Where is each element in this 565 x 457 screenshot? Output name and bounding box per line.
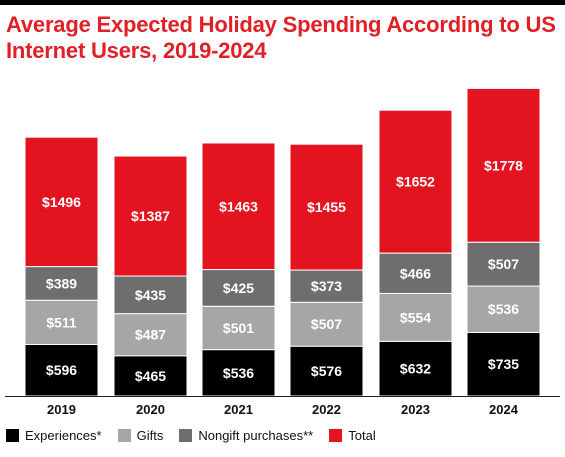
legend-swatch-gifts xyxy=(117,429,131,442)
x-tick-label-2021: 2021 xyxy=(224,402,253,417)
bar-segment-gifts-2023 xyxy=(378,292,453,342)
legend-label-experiences: Experiences* xyxy=(25,428,102,443)
legend-item-experiences: Experiences* xyxy=(6,428,102,443)
legend: Experiences* Gifts Nongift purchases** T… xyxy=(6,428,392,443)
legend-swatch-experiences xyxy=(6,429,19,442)
legend-swatch-total xyxy=(329,429,343,442)
bar-segment-gifts-2024 xyxy=(466,285,541,333)
data-label-total-2022: $1455 xyxy=(307,199,346,215)
bar-segment-experiences-2024 xyxy=(466,331,541,397)
x-tick-label-2020: 2020 xyxy=(136,402,165,417)
data-label-total-2023: $1652 xyxy=(396,174,435,190)
bar-segment-nongift-2023 xyxy=(378,252,453,294)
data-label-nongift-2024: $507 xyxy=(488,256,519,272)
bar-segment-total-2022 xyxy=(289,143,364,271)
bar-segment-total-2023 xyxy=(378,109,453,254)
bar-segment-total-2019 xyxy=(24,136,99,268)
data-label-nongift-2020: $435 xyxy=(135,287,166,303)
data-label-experiences-2022: $576 xyxy=(311,363,342,379)
bar-segment-experiences-2023 xyxy=(378,340,453,397)
legend-label-nongift: Nongift purchases** xyxy=(198,428,314,443)
bar-segment-nongift-2021 xyxy=(201,269,276,307)
data-label-nongift-2021: $425 xyxy=(223,280,254,296)
x-tick-label-2024: 2024 xyxy=(489,402,519,417)
data-label-nongift-2022: $373 xyxy=(311,278,342,294)
data-label-experiences-2020: $465 xyxy=(135,368,166,384)
data-label-gifts-2023: $554 xyxy=(400,309,431,325)
data-label-gifts-2022: $507 xyxy=(311,316,342,332)
bar-segment-nongift-2019 xyxy=(24,266,99,301)
bar-segment-gifts-2021 xyxy=(201,305,276,351)
bar-segment-experiences-2022 xyxy=(289,345,364,397)
bar-segment-total-2021 xyxy=(201,142,276,271)
data-label-total-2020: $1387 xyxy=(131,208,170,224)
x-tick-label-2019: 2019 xyxy=(47,402,76,417)
bar-segment-nongift-2020 xyxy=(113,275,188,315)
legend-label-gifts: Gifts xyxy=(136,428,164,443)
bar-segment-total-2020 xyxy=(113,155,188,277)
bar-segment-gifts-2020 xyxy=(113,313,188,357)
chart-title: Average Expected Holiday Spending Accord… xyxy=(6,12,556,63)
legend-item-total: Total xyxy=(329,428,376,443)
bar-segment-gifts-2019 xyxy=(24,299,99,345)
data-label-nongift-2023: $466 xyxy=(400,265,431,281)
bar-segment-nongift-2024 xyxy=(466,241,541,287)
bar-segment-total-2024 xyxy=(466,87,541,243)
legend-item-gifts: Gifts xyxy=(117,428,164,443)
data-label-experiences-2023: $632 xyxy=(400,361,431,377)
x-tick-label-2022: 2022 xyxy=(312,402,341,417)
data-label-gifts-2024: $536 xyxy=(488,301,519,317)
legend-label-total: Total xyxy=(348,428,376,443)
data-label-nongift-2019: $389 xyxy=(46,275,77,291)
legend-swatch-nongift xyxy=(179,429,193,442)
top-rule xyxy=(0,0,565,5)
data-label-total-2019: $1496 xyxy=(42,194,81,210)
data-label-gifts-2020: $487 xyxy=(135,327,166,343)
bar-segment-nongift-2022 xyxy=(289,269,364,303)
data-label-total-2024: $1778 xyxy=(484,157,523,173)
bar-segment-experiences-2020 xyxy=(113,355,188,397)
legend-item-nongift: Nongift purchases** xyxy=(179,428,313,443)
bar-segment-gifts-2022 xyxy=(289,301,364,347)
data-label-gifts-2019: $511 xyxy=(46,314,77,330)
data-label-experiences-2019: $596 xyxy=(46,362,77,378)
data-label-experiences-2021: $536 xyxy=(223,365,254,381)
data-label-gifts-2021: $501 xyxy=(223,320,254,336)
data-label-experiences-2024: $735 xyxy=(488,356,519,372)
data-label-total-2021: $1463 xyxy=(219,198,258,214)
x-tick-label-2023: 2023 xyxy=(401,402,430,417)
